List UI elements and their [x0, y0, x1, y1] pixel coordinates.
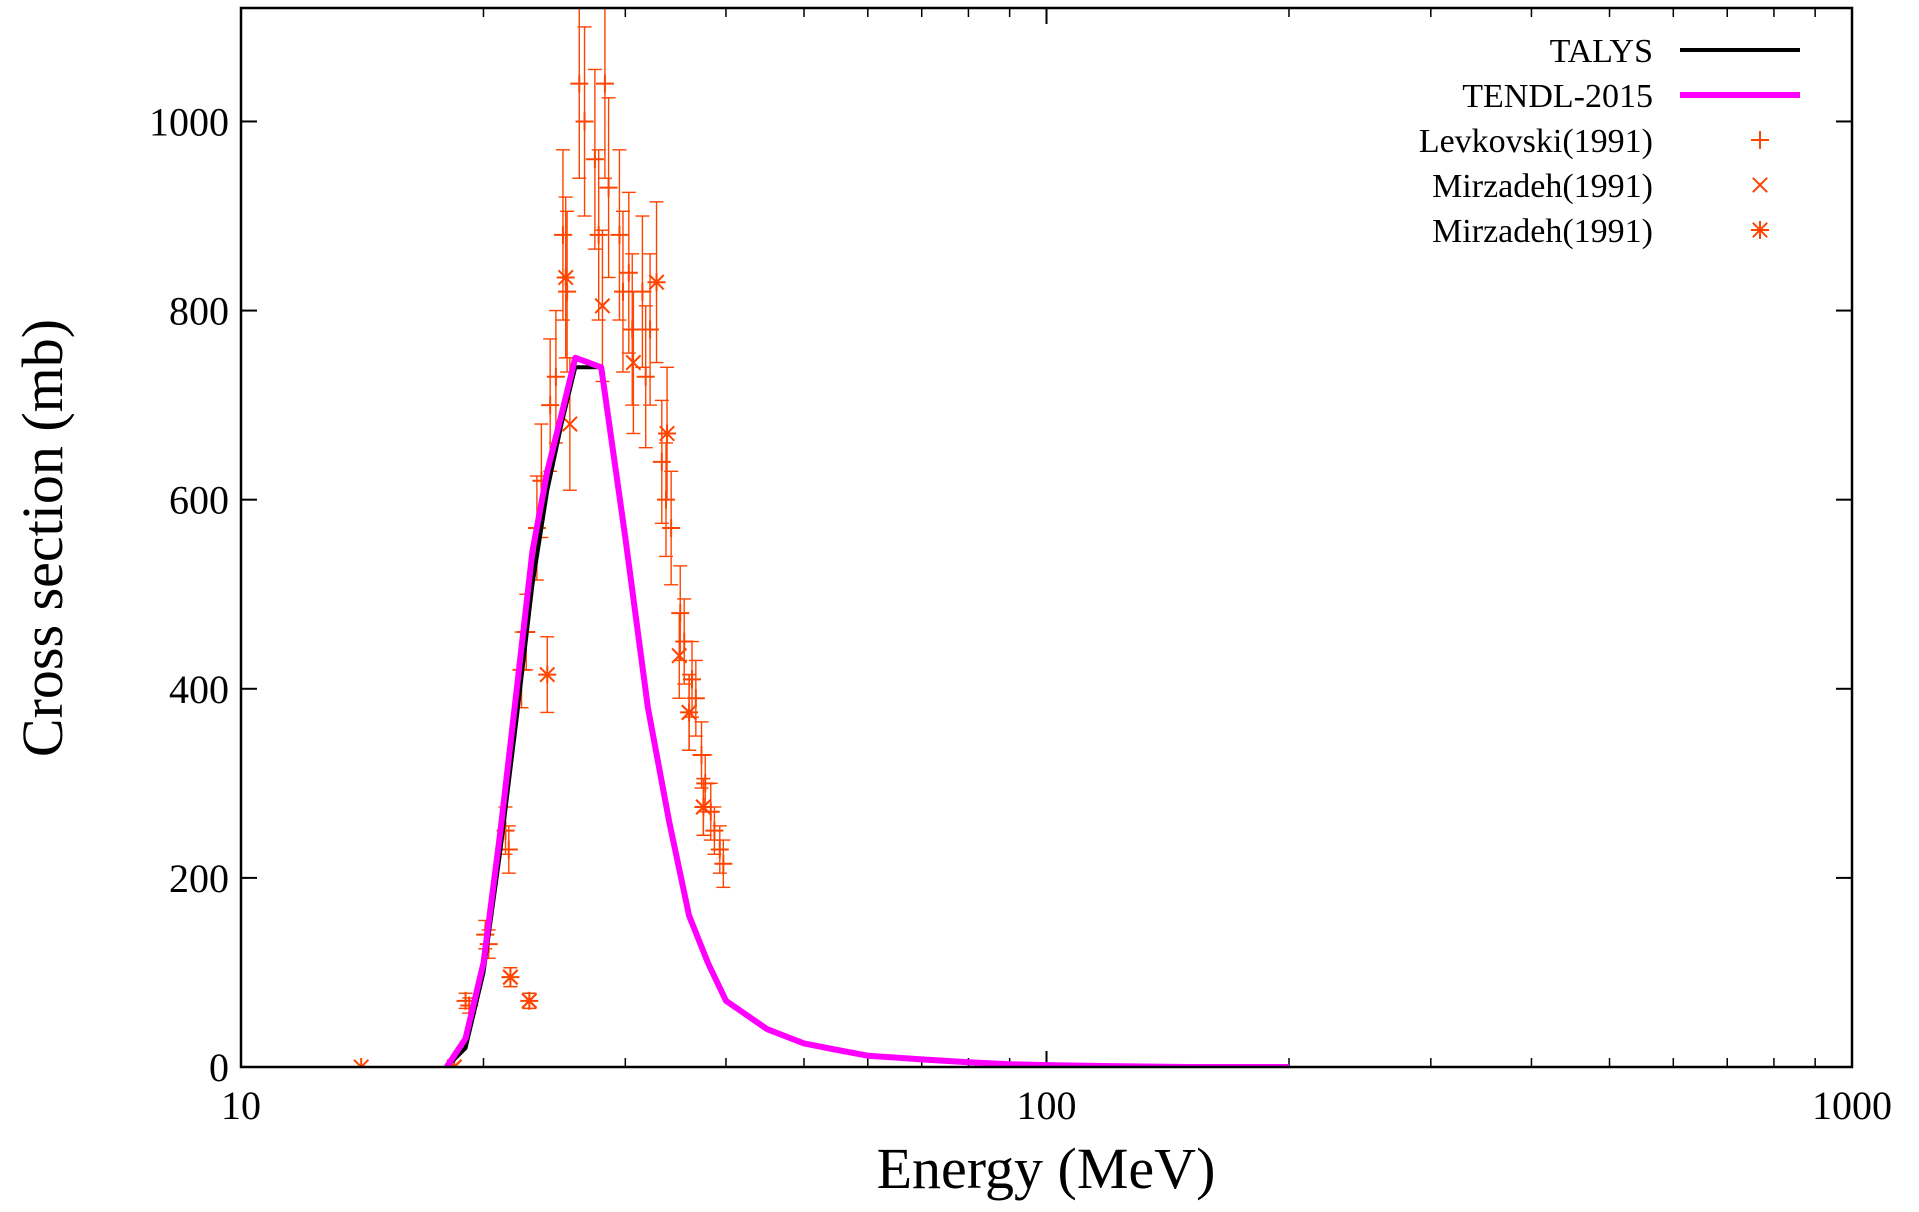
plot-area [241, 8, 1852, 1067]
data-point [671, 647, 688, 664]
y-tick-label: 1000 [149, 99, 229, 144]
series-star-points [352, 196, 713, 1067]
legend-marker [1752, 222, 1768, 238]
tick-labels: 0 200 400 600 800 1000 10 100 1000 [149, 99, 1892, 1128]
legend: TALYS TENDL-2015 Levkovski(1991) Mirzadeh(1… [1419, 33, 1800, 250]
data-point [561, 416, 578, 432]
y-tick-label: 400 [169, 667, 229, 712]
x-tick-label: 10 [221, 1083, 261, 1128]
data-point [625, 354, 642, 371]
y-tick-label: 800 [169, 289, 229, 334]
series-line-tendl-2015 [444, 354, 1289, 1067]
legend-marker [1752, 177, 1768, 193]
data-point [594, 297, 611, 314]
data-point [539, 666, 556, 683]
legend-label: TENDL-2015 [1462, 78, 1653, 115]
data-point [521, 992, 538, 1009]
y-tick-label: 600 [169, 478, 229, 523]
x-tick-label: 1000 [1812, 1083, 1892, 1128]
x-axis-title: Energy (MeV) [877, 1136, 1216, 1201]
data-point [359, 1059, 370, 1067]
data-point [648, 274, 665, 291]
legend-label: Mirzadeh(1991) [1432, 213, 1653, 250]
data-point [353, 1059, 363, 1067]
legend-label: TALYS [1550, 33, 1653, 70]
data-point [659, 425, 675, 442]
plot-frame [239, 6, 1854, 1069]
y-axis-title: Cross section (mb) [10, 319, 75, 757]
data-point [452, 1059, 463, 1067]
legend-label: Mirzadeh(1991) [1432, 168, 1653, 205]
plot-content [352, 8, 1289, 1067]
data-point [502, 969, 519, 986]
legend-label: Levkovski(1991) [1419, 123, 1653, 160]
data-point [681, 704, 698, 721]
y-tick-label: 0 [209, 1045, 229, 1090]
x-tick-label: 100 [1017, 1083, 1077, 1128]
data-point [557, 269, 574, 286]
data-point [695, 799, 712, 815]
y-tick-label: 200 [169, 856, 229, 901]
